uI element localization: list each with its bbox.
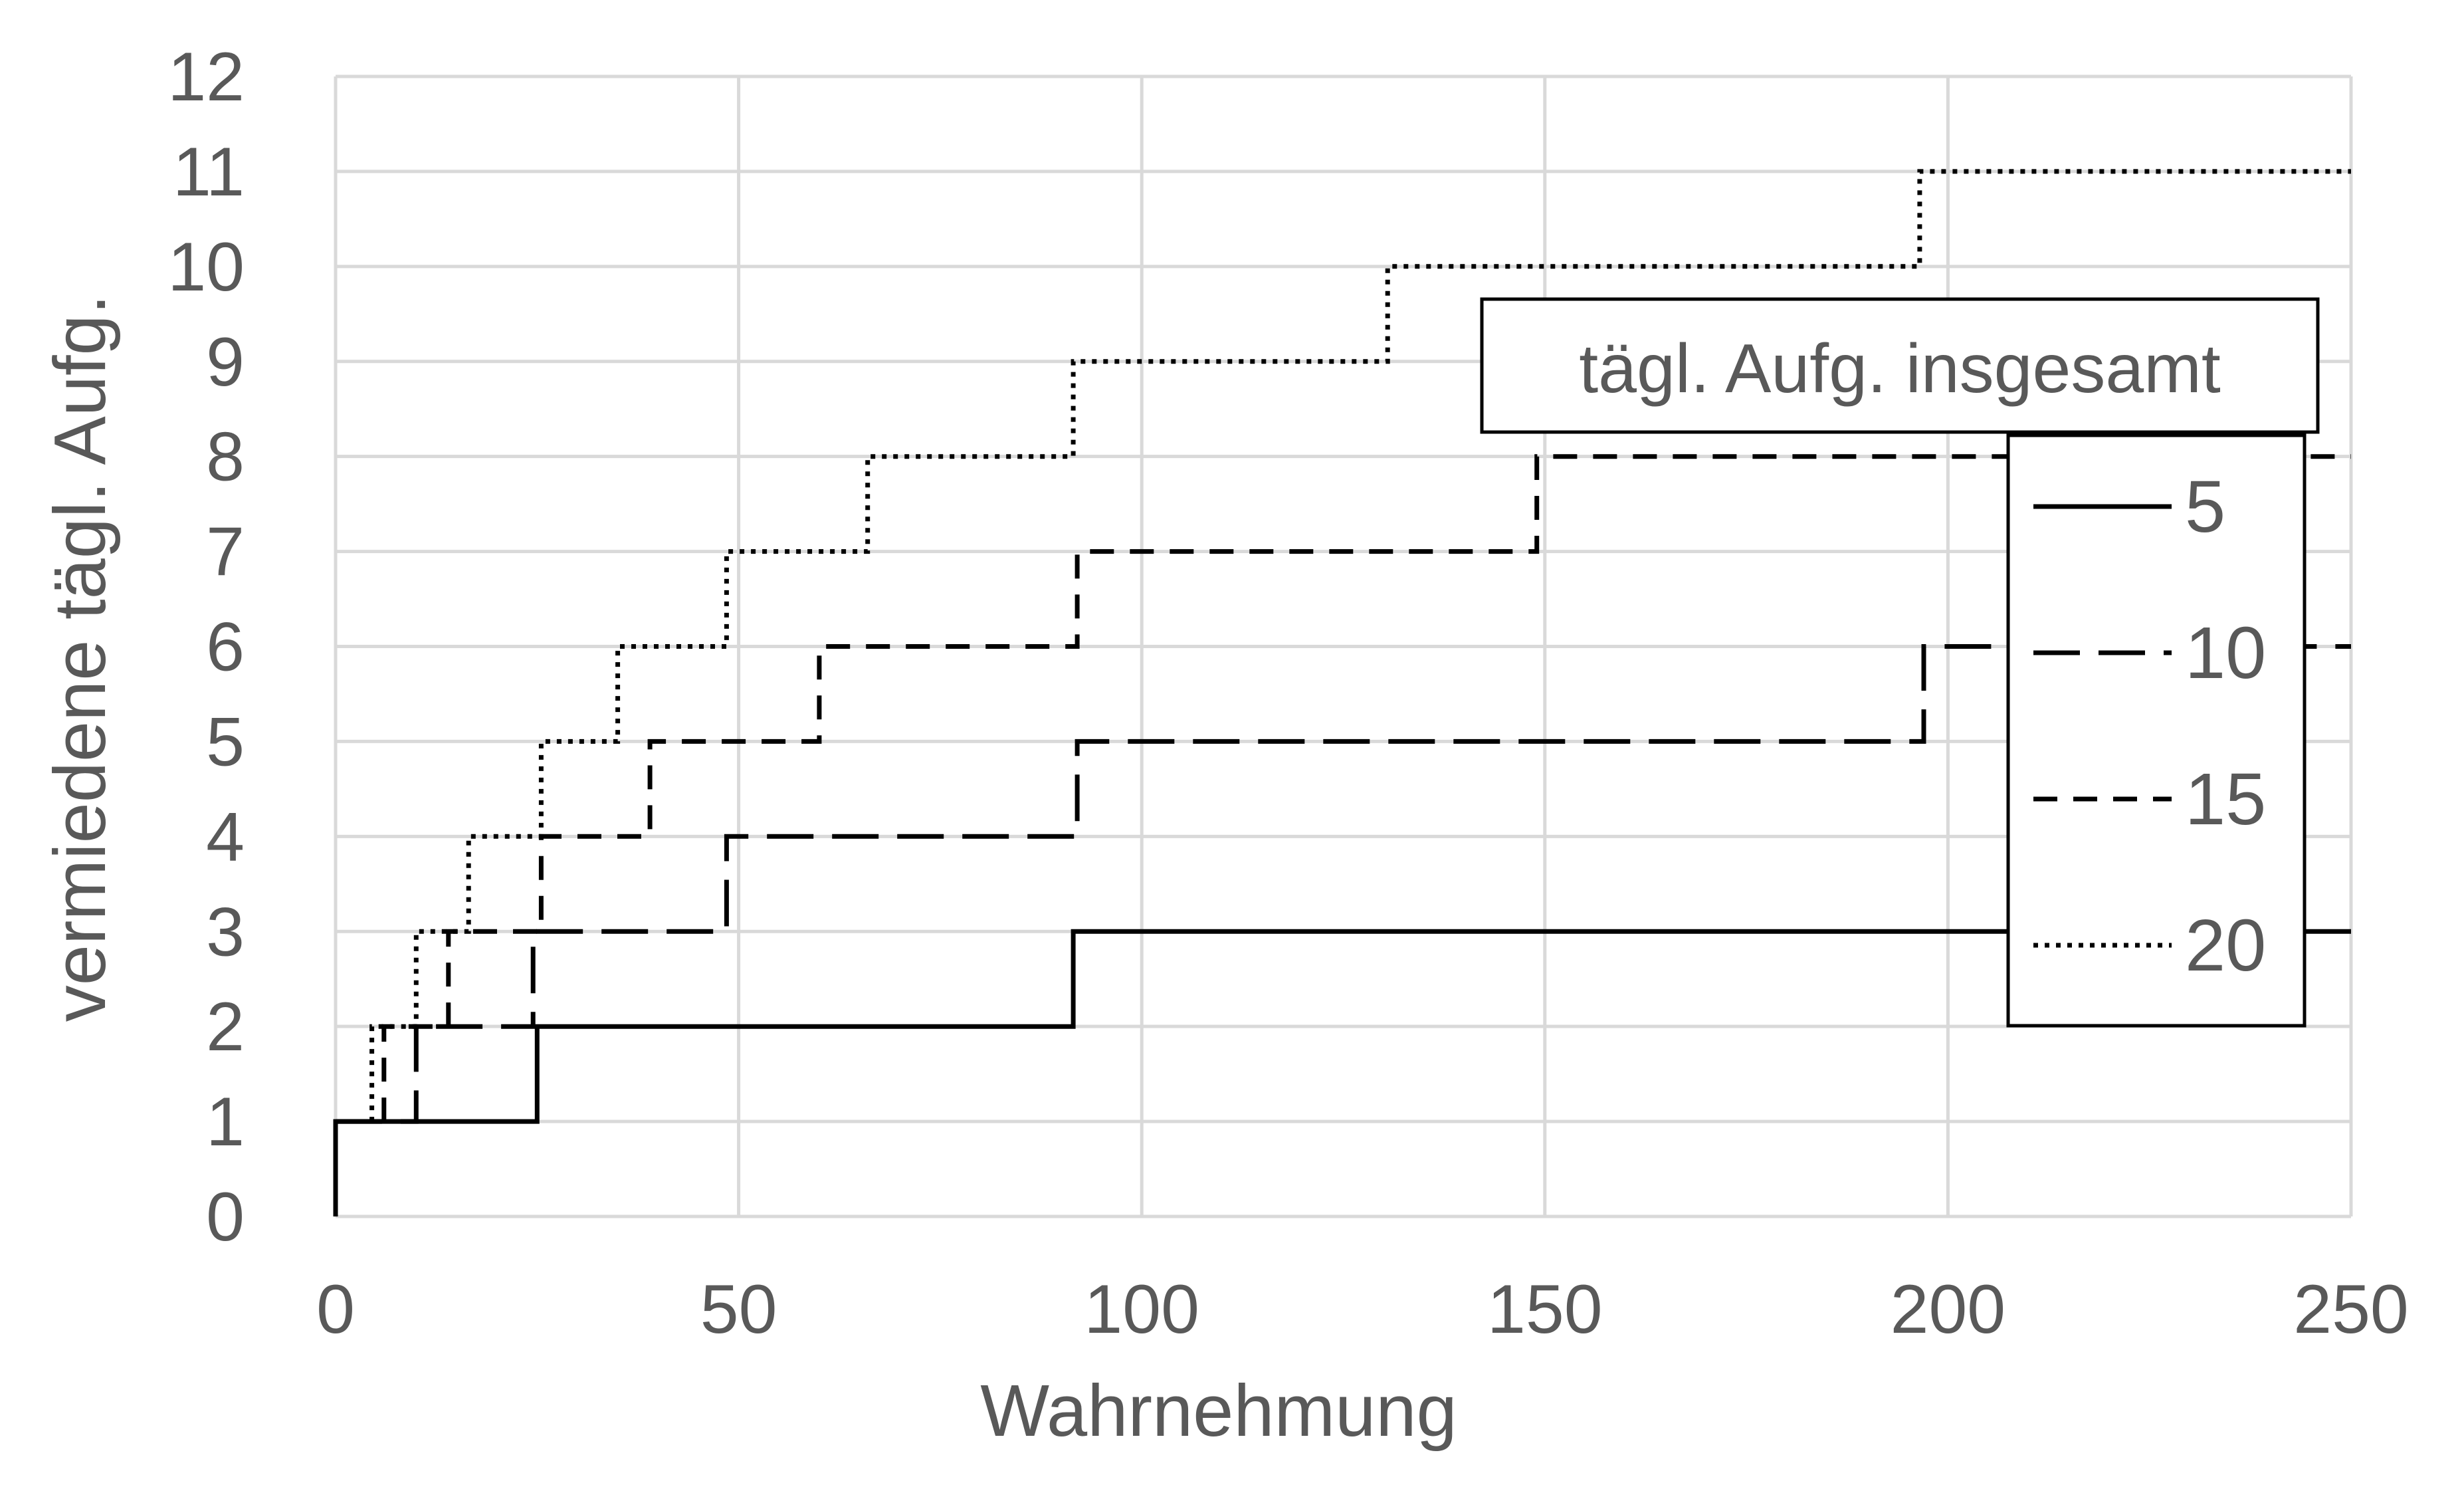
series-line-20 bbox=[369, 169, 2351, 1122]
x-tick-label: 200 bbox=[1891, 1271, 2006, 1348]
x-tick-label: 0 bbox=[316, 1271, 355, 1348]
y-tick-label: 2 bbox=[206, 988, 245, 1066]
x-tick-label: 50 bbox=[700, 1271, 777, 1348]
y-tick-label: 4 bbox=[206, 798, 245, 875]
legend-title: tägl. Aufg. insgesamt bbox=[1579, 330, 2221, 407]
y-tick-label: 11 bbox=[173, 134, 245, 211]
series-line-15 bbox=[381, 454, 2351, 1122]
legend-label-20: 20 bbox=[2185, 905, 2266, 986]
y-tick-label: 3 bbox=[206, 893, 245, 971]
y-tick-label: 8 bbox=[206, 419, 245, 496]
x-axis-ticks: 0 50 100 150 200 250 bbox=[316, 1271, 2409, 1348]
x-axis-title: Wahrnehmung bbox=[980, 1370, 1457, 1452]
y-tick-label: 6 bbox=[206, 609, 245, 686]
y-tick-label: 1 bbox=[206, 1084, 245, 1161]
legend-entries: 5 10 15 20 bbox=[2033, 466, 2266, 986]
y-tick-label: 9 bbox=[206, 324, 245, 401]
y-axis-title: vermiedene tägl. Aufg. bbox=[39, 294, 121, 1022]
legend-label-10: 10 bbox=[2185, 612, 2266, 694]
series-line-10 bbox=[336, 644, 2351, 1124]
legend: 5 10 15 20 tägl. Aufg. insgesamt bbox=[1480, 297, 2320, 1028]
y-tick-label: 0 bbox=[206, 1179, 245, 1256]
legend-label-5: 5 bbox=[2185, 466, 2225, 548]
y-tick-label: 7 bbox=[206, 514, 245, 591]
y-tick-label: 10 bbox=[167, 229, 245, 306]
legend-box bbox=[2006, 433, 2307, 1028]
legend-title-box bbox=[1480, 297, 2320, 434]
series-lines bbox=[333, 169, 2351, 1216]
y-tick-label: 12 bbox=[167, 39, 245, 116]
x-tick-label: 150 bbox=[1487, 1271, 1603, 1348]
x-tick-label: 100 bbox=[1084, 1271, 1199, 1348]
legend-label-15: 15 bbox=[2185, 758, 2266, 840]
x-tick-label: 250 bbox=[2293, 1271, 2409, 1348]
y-tick-label: 5 bbox=[206, 703, 245, 780]
